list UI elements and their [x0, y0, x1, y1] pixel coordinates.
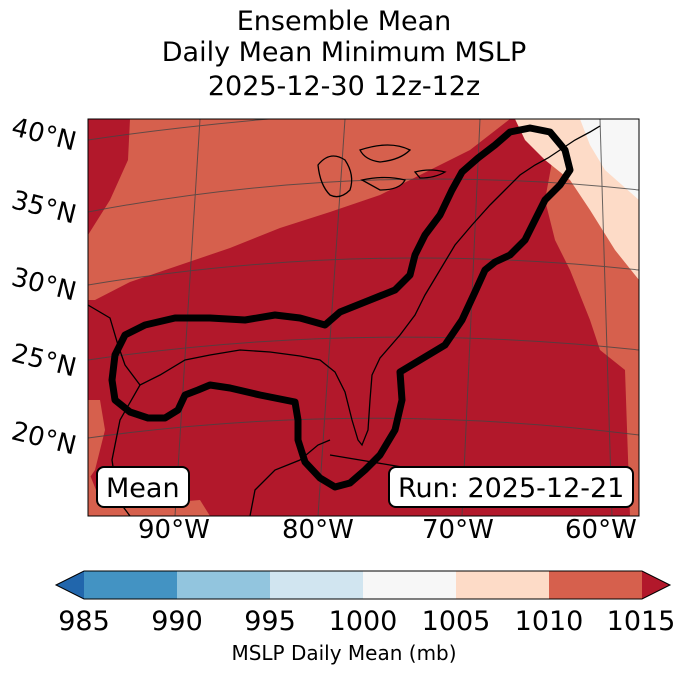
colorbar-tick-990: 990	[151, 606, 203, 637]
colorbar-segment-990-995	[177, 571, 270, 599]
colorbar-tick-995: 995	[244, 606, 296, 637]
gridline-40n	[88, 119, 275, 141]
field-995-1000	[580, 119, 639, 200]
gridline-30n	[88, 257, 639, 286]
colorbar-segment-1000-1005	[363, 571, 456, 599]
colorbar-extend-high	[642, 571, 670, 599]
colorbar-tick-1015: 1015	[606, 606, 676, 637]
lake-superior-huron	[359, 144, 412, 163]
lon-label-60w: 60°W	[565, 515, 637, 545]
gridline-25n	[88, 336, 639, 361]
colorbar-segment-995-1000	[270, 571, 363, 599]
colorbar-tick-985: 985	[58, 606, 110, 637]
colorbar-segment-985-990	[84, 571, 177, 599]
coastline-gulf-atlantic	[88, 125, 601, 447]
gridline-70w	[461, 119, 481, 516]
chart-title-line-2: Daily Mean Minimum MSLP	[161, 37, 527, 68]
run-date-box: Run: 2025-12-21	[388, 466, 635, 508]
colorbar-segment-1010-1015	[549, 571, 642, 599]
lon-label-80w: 80°W	[282, 515, 354, 545]
colorbar-tick-1005: 1005	[421, 606, 491, 637]
colorbar-tick-1000: 1000	[328, 606, 398, 637]
gridline-60w	[599, 119, 613, 516]
coastline-yucatan	[249, 439, 331, 516]
pressure-contour	[108, 124, 574, 491]
colorbar-extend-low	[56, 571, 84, 599]
colorbar-segment-1005-1010	[456, 571, 549, 599]
colorbar-outline	[54, 570, 672, 600]
lake-michigan	[317, 155, 353, 198]
lon-label-90w: 90°W	[138, 515, 210, 545]
field-1005-1010-north	[88, 119, 510, 300]
colorbar-tick-1010: 1010	[514, 606, 584, 637]
colorbar-label: MSLP Daily Mean (mb)	[231, 641, 457, 665]
chart-title-line-1: Ensemble Mean	[236, 6, 452, 37]
chart-title-line-3: 2025-12-30 12z-12z	[207, 71, 481, 102]
field-1005-1010-west	[88, 400, 105, 480]
lon-label-70w: 70°W	[422, 515, 494, 545]
lake-ontario	[413, 169, 447, 179]
mean-label-box: Mean	[96, 466, 190, 508]
lake-erie	[360, 176, 406, 191]
gridline-20n	[88, 417, 639, 439]
map-frame	[87, 118, 640, 517]
